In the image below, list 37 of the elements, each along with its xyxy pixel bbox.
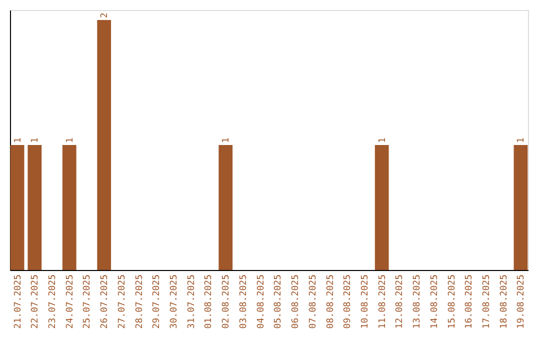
x-tick-label: 24.07.2025 bbox=[65, 274, 76, 329]
data-label: 1 bbox=[65, 138, 76, 143]
x-tick-label: 04.08.2025 bbox=[256, 274, 266, 329]
x-tick-label: 11.08.2025 bbox=[378, 274, 388, 329]
x-tick-label: 29.07.2025 bbox=[152, 274, 162, 329]
x-tick-label: 06.08.2025 bbox=[291, 274, 302, 329]
x-tick-label: 16.08.2025 bbox=[464, 274, 475, 329]
x-tick-label: 08.08.2025 bbox=[326, 274, 336, 329]
x-tick-label: 15.08.2025 bbox=[447, 274, 458, 329]
x-tick-label: 03.08.2025 bbox=[238, 274, 249, 329]
data-label: 1 bbox=[30, 138, 41, 143]
x-tick-label: 27.07.2025 bbox=[117, 274, 128, 329]
x-tick-label: 22.07.2025 bbox=[30, 274, 41, 329]
x-tick-label: 18.08.2025 bbox=[499, 274, 510, 329]
x-tick-label: 25.07.2025 bbox=[82, 274, 93, 329]
x-tick-label: 12.08.2025 bbox=[395, 274, 406, 329]
x-tick-label: 17.08.2025 bbox=[482, 274, 492, 329]
x-tick-label: 07.08.2025 bbox=[308, 274, 318, 329]
x-tick-label: 14.08.2025 bbox=[430, 274, 440, 329]
x-tick-label: 02.08.2025 bbox=[222, 274, 232, 329]
data-label: 1 bbox=[222, 138, 232, 143]
data-label: 1 bbox=[378, 138, 388, 143]
x-tick-label: 21.07.2025 bbox=[13, 274, 24, 329]
x-tick-label: 31.07.2025 bbox=[186, 274, 197, 329]
x-tick-label: 09.08.2025 bbox=[343, 274, 354, 329]
x-tick-label: 23.07.2025 bbox=[48, 274, 58, 329]
x-tick-label: 13.08.2025 bbox=[412, 274, 423, 329]
x-tick-label: 05.08.2025 bbox=[274, 274, 284, 329]
x-tick-label: 26.07.2025 bbox=[100, 274, 110, 329]
data-label: 1 bbox=[516, 138, 527, 143]
x-tick-label: 10.08.2025 bbox=[360, 274, 370, 329]
x-tick-label: 19.08.2025 bbox=[516, 274, 527, 329]
data-label: 2 bbox=[100, 12, 110, 18]
x-tick-label: 30.07.2025 bbox=[170, 274, 180, 329]
data-label: 1 bbox=[13, 138, 24, 143]
x-tick-label: 28.07.2025 bbox=[134, 274, 145, 329]
x-tick-label: 01.08.2025 bbox=[204, 274, 214, 329]
